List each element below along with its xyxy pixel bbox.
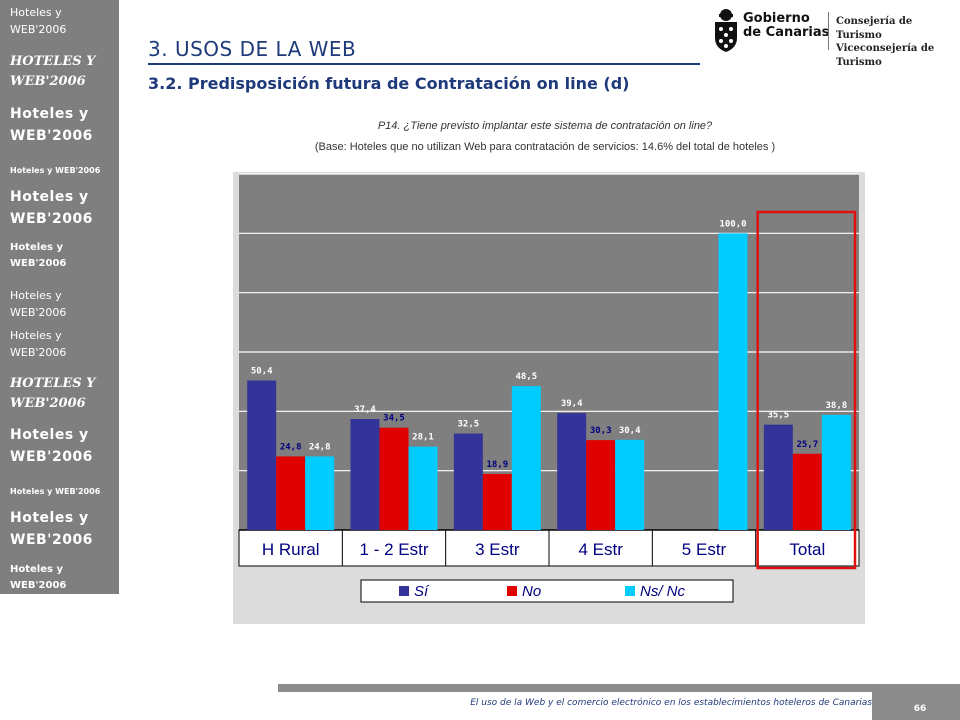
sidebar-text: Hoteles y WEB'2006	[10, 6, 67, 37]
bar-nsnc	[821, 414, 851, 530]
data-label: 25,7	[796, 440, 818, 450]
legend-swatch	[507, 586, 517, 596]
sidebar-decoration: Hoteles y WEB'2006 Hoteles y WEB'2006 Ho…	[0, 0, 119, 594]
bar-nsnc	[305, 456, 335, 530]
data-label: 30,4	[619, 426, 641, 436]
bar-no	[276, 456, 306, 530]
bar-nsnc	[408, 446, 438, 530]
page-title: 3. USOS DE LA WEB	[148, 37, 357, 61]
sidebar-text: Hoteles y WEB'2006	[10, 189, 93, 227]
legend-label: Sí	[414, 583, 430, 600]
data-label: 100,0	[719, 219, 746, 229]
bar-s	[350, 419, 380, 530]
total-highlight-frame	[756, 210, 857, 570]
data-label: 24,8	[280, 442, 302, 452]
category-label: 5 Estr	[682, 540, 727, 559]
bar-nsnc	[511, 386, 541, 530]
sidebar-text: Hoteles y WEB'2006	[10, 376, 96, 412]
gobierno-canarias-crest-icon	[715, 9, 737, 52]
data-label: 50,4	[251, 366, 273, 376]
survey-question: P14. ¿Tiene previsto implantar este sist…	[377, 120, 713, 132]
bar-no	[482, 473, 512, 530]
bar-nsnc	[615, 439, 645, 530]
sidebar-text: Hoteles y WEB'2006	[10, 510, 93, 548]
bar-no	[379, 427, 409, 530]
bar-s	[453, 433, 483, 530]
bar-s	[557, 413, 587, 530]
sidebar-text: Hoteles y WEB'2006	[10, 329, 67, 360]
survey-base: (Base: Hoteles que no utilizan Web para …	[314, 141, 776, 153]
page-subtitle: 3.2. Predisposición futura de Contrataci…	[148, 74, 630, 93]
page-number: 66	[913, 704, 927, 714]
footer-bar	[278, 684, 960, 692]
legend-label: Ns/ Nc	[640, 583, 686, 600]
bar-nsnc	[718, 233, 748, 531]
category-label: 3 Estr	[475, 540, 520, 559]
sidebar-text: Hoteles y WEB'2006	[10, 166, 101, 175]
bar-no	[586, 440, 616, 530]
data-label: 38,8	[825, 401, 847, 411]
legend-box	[360, 579, 734, 603]
bar-s	[247, 380, 277, 530]
data-label: 37,4	[354, 405, 376, 415]
category-label: 4 Estr	[578, 540, 623, 559]
sidebar-text: Hoteles y WEB'2006	[10, 564, 67, 591]
data-label: 30,3	[590, 426, 612, 436]
data-label: 18,9	[486, 460, 508, 470]
category-label: Total	[789, 540, 825, 559]
data-label: 39,4	[561, 399, 583, 409]
data-label: 48,5	[515, 372, 537, 382]
category-label: 1 - 2 Estr	[360, 540, 429, 559]
footer-text: El uso de la Web y el comercio electróni…	[470, 698, 872, 708]
data-label: 35,5	[767, 411, 789, 421]
data-label: 32,5	[457, 420, 479, 430]
title-divider	[148, 63, 700, 65]
gobierno-logo-text: Gobierno de Canarias	[743, 11, 830, 40]
logo-divider	[828, 12, 829, 50]
sidebar-text: Hoteles y WEB'2006	[10, 54, 96, 90]
sidebar-text: Hoteles y WEB'2006	[10, 106, 93, 144]
sidebar-text: Hoteles y WEB'2006	[10, 242, 67, 269]
legend-swatch	[625, 586, 635, 596]
consejeria-logo-text: Consejería de Turismo Viceconsejería de …	[836, 16, 935, 68]
category-label: H Rural	[262, 540, 320, 559]
legend-swatch	[399, 586, 409, 596]
data-label: 28,1	[412, 433, 434, 443]
legend-label: No	[522, 583, 541, 600]
sidebar-text: Hoteles y WEB'2006	[10, 289, 67, 320]
sidebar-text: Hoteles y WEB'2006	[10, 427, 93, 465]
bar-chart: H Rural 1 - 2 Estr 3 Estr 4 Estr 5 Estr Total…	[233, 172, 865, 624]
page-number-box	[872, 692, 960, 720]
bar-s	[763, 424, 793, 530]
sidebar-text: Hoteles y WEB'2006	[10, 487, 101, 496]
data-label: 24,8	[309, 442, 331, 452]
bar-no	[792, 453, 822, 530]
data-label: 34,5	[383, 414, 405, 424]
